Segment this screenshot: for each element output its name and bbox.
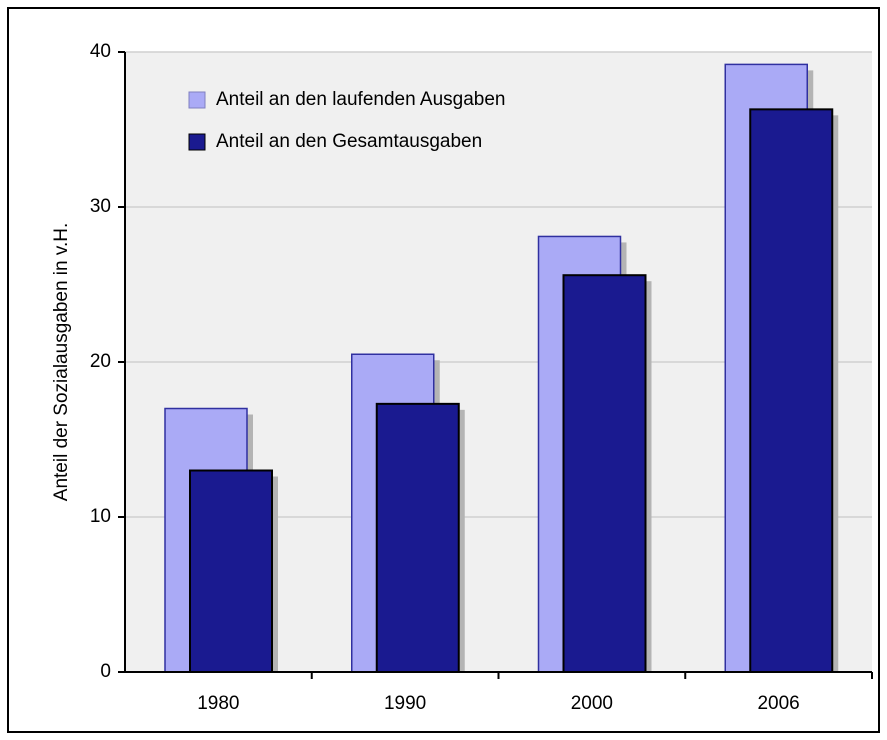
- y-tick-label: 40: [90, 41, 111, 62]
- bar: [749, 108, 834, 674]
- x-tick-label: 1990: [384, 693, 426, 714]
- legend-label: Anteil an den laufenden Ausgaben: [216, 89, 505, 110]
- y-tick-label: 10: [90, 506, 111, 527]
- y-tick-label: 30: [90, 196, 111, 217]
- legend-label: Anteil an den Gesamtausgaben: [216, 131, 482, 152]
- legend-swatch: [188, 133, 206, 151]
- legend-swatch: [188, 91, 206, 109]
- bar: [562, 274, 647, 673]
- y-tick-label: 20: [90, 351, 111, 372]
- x-tick-label: 2006: [757, 693, 799, 714]
- y-tick-label: 0: [100, 661, 111, 682]
- bar: [375, 402, 460, 673]
- x-tick-label: 1980: [197, 693, 239, 714]
- x-tick-label: 2000: [571, 693, 613, 714]
- bar: [189, 469, 273, 673]
- y-axis-label: Anteil der Sozialausgaben in v.H.: [51, 223, 72, 501]
